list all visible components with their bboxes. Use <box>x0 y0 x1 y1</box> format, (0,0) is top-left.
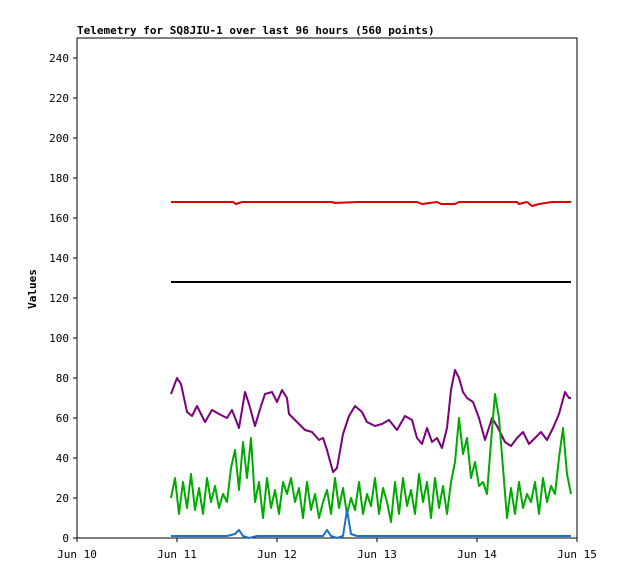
y-tick-label: 140 <box>49 252 69 265</box>
x-tick-label: Jun 14 <box>457 548 497 561</box>
y-tick-label: 120 <box>49 292 69 305</box>
y-tick-label: 80 <box>56 372 69 385</box>
plot-area <box>76 37 578 539</box>
series-line-2 <box>170 369 571 473</box>
x-tick-label: Jun 13 <box>357 548 397 561</box>
y-tick-label: 160 <box>49 212 69 225</box>
y-tick-label: 0 <box>62 532 69 545</box>
series-line-4 <box>171 509 571 539</box>
series-line-0 <box>171 201 571 207</box>
x-tick-label: Jun 10 <box>57 548 97 561</box>
y-tick-label: 220 <box>49 92 69 105</box>
chart-title: Telemetry for SQ8JIU-1 over last 96 hour… <box>77 24 435 37</box>
x-tick-label: Jun 12 <box>257 548 297 561</box>
y-tick-label: 20 <box>56 492 69 505</box>
y-tick-label: 60 <box>56 412 69 425</box>
y-tick-label: 200 <box>49 132 69 145</box>
y-tick-label: 40 <box>56 452 69 465</box>
x-tick-label: Jun 15 <box>557 548 597 561</box>
series-line-3 <box>170 393 572 523</box>
y-tick-label: 100 <box>49 332 69 345</box>
y-axis-label: Values <box>26 269 39 309</box>
x-tick-label: Jun 11 <box>157 548 197 561</box>
y-tick-label: 180 <box>49 172 69 185</box>
y-tick-label: 240 <box>49 52 69 65</box>
